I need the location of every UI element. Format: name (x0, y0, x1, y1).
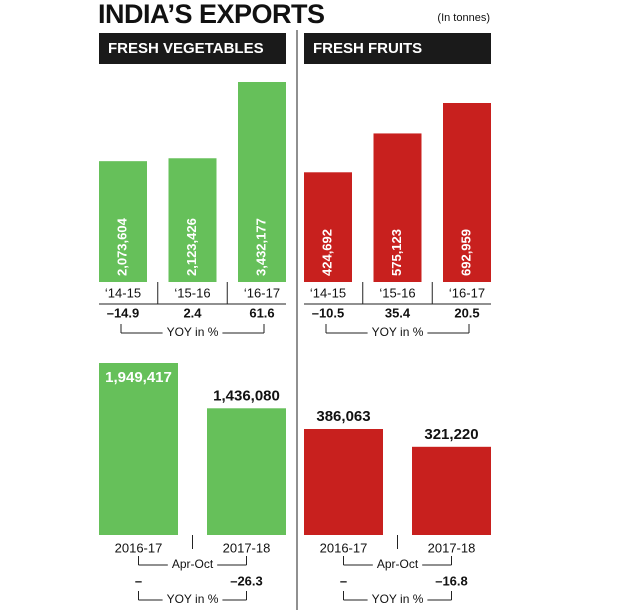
value-label: 692,959 (458, 229, 473, 276)
value-label: 321,220 (424, 426, 478, 443)
value-label: 1,436,080 (213, 387, 280, 404)
category-label: 2016-17 (320, 540, 368, 555)
category-label: ‘15-16 (379, 285, 415, 300)
value-label: 2,073,604 (114, 217, 129, 276)
category-label: ‘14-15 (310, 285, 346, 300)
bar (412, 446, 491, 535)
value-label: 3,432,177 (253, 218, 268, 276)
panel-title: FRESH FRUITS (313, 40, 422, 57)
value-label: 2,123,426 (184, 218, 199, 276)
bar (207, 408, 286, 535)
category-label: ‘16-17 (449, 285, 485, 300)
value-label: 1,949,417 (105, 369, 172, 386)
category-label: 2016-17 (115, 540, 163, 555)
bar (304, 429, 383, 535)
category-label: ‘16-17 (244, 285, 280, 300)
yoy-value: 61.6 (249, 305, 274, 320)
yoy-value: 35.4 (385, 305, 411, 320)
yoy-value: –26.3 (230, 573, 263, 588)
bar (99, 363, 178, 535)
value-label: 575,123 (389, 229, 404, 276)
bracket-label: YOY in % (167, 592, 219, 606)
category-label: 2017-18 (223, 540, 271, 555)
bar (373, 133, 422, 282)
value-label: 386,063 (316, 408, 370, 425)
page-title: INDIA’S EXPORTS (98, 0, 325, 29)
yoy-value: – (135, 573, 142, 588)
bar (443, 103, 491, 282)
bar (238, 82, 286, 282)
bracket-label: YOY in % (372, 592, 424, 606)
value-label: 424,692 (319, 229, 334, 276)
bar (99, 161, 147, 282)
unit-note: (In tonnes) (437, 12, 490, 24)
yoy-value: –14.9 (107, 305, 140, 320)
category-label: 2017-18 (428, 540, 476, 555)
bracket-label: YOY in % (167, 325, 219, 339)
panel-header (99, 33, 286, 64)
bar (168, 158, 217, 282)
bracket-label: YOY in % (372, 325, 424, 339)
yoy-value: –16.8 (435, 573, 468, 588)
category-label: ‘15-16 (174, 285, 210, 300)
bracket-label: Apr-Oct (172, 557, 214, 571)
panel-title: FRESH VEGETABLES (108, 40, 264, 57)
bar (304, 172, 352, 282)
yoy-value: 20.5 (454, 305, 479, 320)
bracket-label: Apr-Oct (377, 557, 419, 571)
category-label: ‘14-15 (105, 285, 141, 300)
yoy-value: 2.4 (183, 305, 202, 320)
panel-header (304, 33, 491, 64)
yoy-value: – (340, 573, 347, 588)
yoy-value: –10.5 (312, 305, 345, 320)
